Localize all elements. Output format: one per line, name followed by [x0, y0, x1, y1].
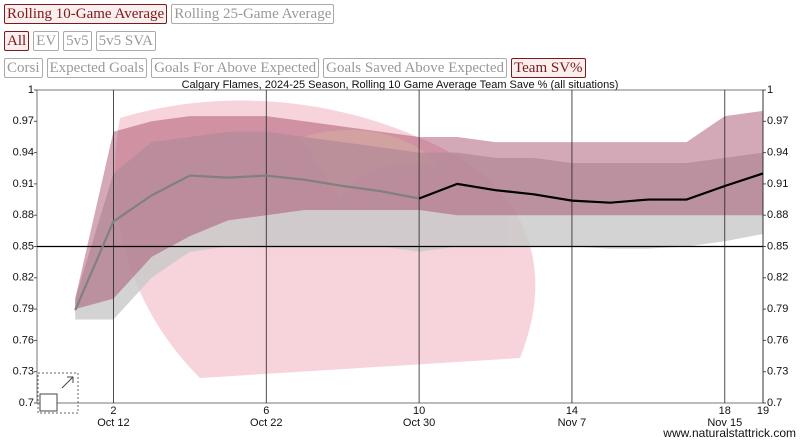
x-tick-label: 19 — [757, 405, 769, 417]
x-date-label: Nov 15 — [707, 417, 742, 429]
y-tick-label: 0.73 — [13, 366, 34, 378]
situation-toggle: All EV 5v5 5v5 SVA — [4, 31, 156, 51]
y2-tick-label: 0.91 — [767, 178, 788, 190]
toggle-button[interactable]: Rolling 10-Game Average — [4, 4, 168, 24]
series-line — [418, 172, 764, 204]
chart-title: Calgary Flames, 2024-25 Season, Rolling … — [182, 79, 619, 91]
toggle-button[interactable]: Corsi — [4, 58, 43, 78]
y-tick-label: 0.79 — [13, 303, 34, 315]
series-line — [74, 174, 420, 311]
x-tick-label: 6 — [263, 405, 269, 417]
period-toggle: Rolling 10-Game Average Rolling 25-Game A… — [4, 4, 335, 24]
zoom-icon — [37, 372, 79, 414]
y-tick-label: 0.94 — [13, 147, 34, 159]
toggle-button[interactable]: 5v5 — [63, 31, 92, 51]
toggle-button[interactable]: Goals For Above Expected — [151, 58, 320, 78]
x-tick-label: 14 — [566, 405, 578, 417]
x-date-label: Nov 7 — [558, 417, 587, 429]
y2-tick-label: 0.94 — [767, 147, 788, 159]
attribution: www.naturalstattrick.com — [662, 426, 796, 440]
y2-tick-label: 0.97 — [767, 115, 788, 127]
y-tick-label: 0.76 — [13, 334, 34, 346]
y-tick-label: 0.88 — [13, 209, 34, 221]
y-tick-label: 1 — [28, 84, 34, 96]
zoom-square — [39, 393, 58, 412]
y2-tick-label: 0.76 — [767, 334, 788, 346]
toggle-button[interactable]: 5v5 SVA — [95, 31, 156, 51]
y2-tick-label: 0.7 — [767, 397, 782, 409]
y2-tick-label: 1 — [767, 84, 773, 96]
x-tick-label: 18 — [719, 405, 731, 417]
zoom-box — [37, 372, 79, 414]
toggle-button[interactable]: Rolling 25-Game Average — [171, 4, 335, 24]
y2-tick-label: 0.82 — [767, 272, 788, 284]
y-tick-label: 0.85 — [13, 240, 34, 252]
metric-toggle: Corsi Expected Goals Goals For Above Expec… — [4, 58, 586, 78]
x-tick-label: 2 — [110, 405, 116, 417]
y-tick-label: 0.7 — [19, 397, 34, 409]
toggle-button[interactable]: Expected Goals — [46, 58, 148, 78]
x-date-label: Oct 22 — [250, 417, 282, 429]
y2-tick-label: 0.73 — [767, 366, 788, 378]
x-date-label: Oct 12 — [97, 417, 129, 429]
x-date-label: Oct 30 — [403, 417, 435, 429]
chart: Calgary Flames, 2024-25 Season, Rolling … — [13, 79, 796, 440]
toggle-button[interactable]: Team SV% — [511, 58, 586, 78]
toggle-button[interactable]: Goals Saved Above Expected — [323, 58, 508, 78]
toggle-button[interactable]: EV — [33, 31, 60, 51]
zoom-arrow — [61, 376, 74, 389]
toggle-button[interactable]: All — [4, 31, 30, 51]
x-tick-label: 10 — [413, 405, 425, 417]
y-tick-label: 0.82 — [13, 272, 34, 284]
y2-tick-label: 0.88 — [767, 209, 788, 221]
y-tick-label: 0.97 — [13, 115, 34, 127]
y2-tick-label: 0.85 — [767, 240, 788, 252]
y-tick-label: 0.91 — [13, 178, 34, 190]
y2-tick-label: 0.79 — [767, 303, 788, 315]
